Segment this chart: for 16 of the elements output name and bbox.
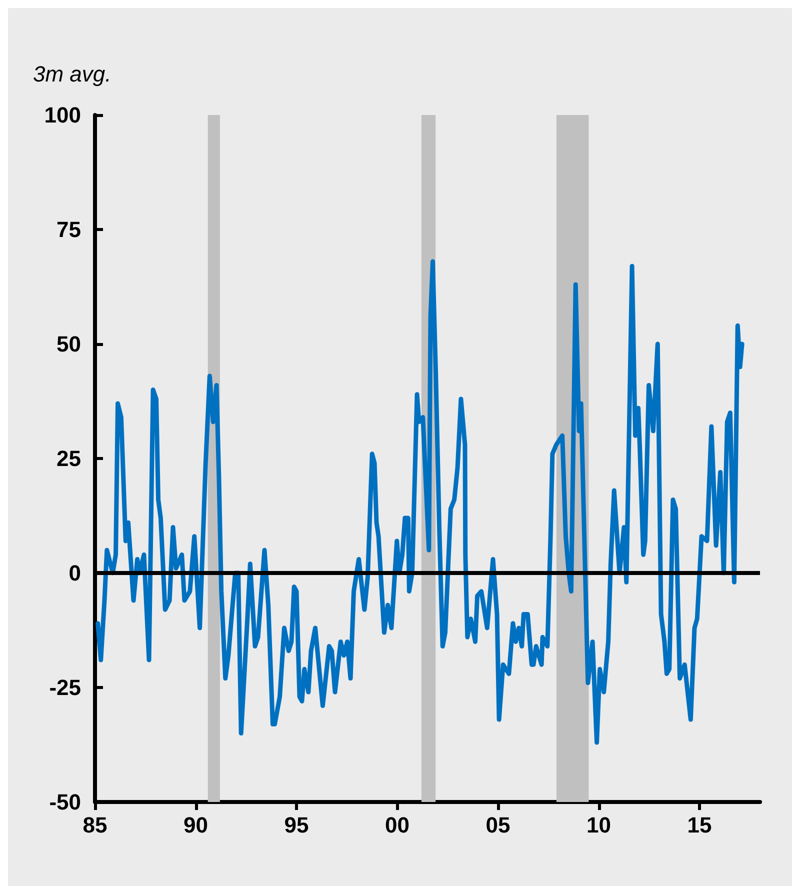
x-tick-label: 15: [687, 812, 712, 838]
y-tick-label: 100: [44, 102, 81, 128]
line-series: [96, 259, 744, 745]
y-tick-label: 75: [56, 217, 81, 242]
x-tick-label: 05: [486, 812, 510, 838]
y-axis-title: 3m avg.: [33, 62, 112, 86]
x-tick-label: 95: [284, 812, 309, 838]
x-tick-label: 85: [82, 812, 108, 838]
x-tick-label: 10: [586, 812, 612, 838]
y-tick-label: 50: [56, 332, 81, 356]
y-tick-label: 25: [56, 446, 81, 471]
y-tick-label: -50: [49, 790, 81, 814]
x-tick-label: 00: [385, 812, 410, 838]
x-tick-label: 90: [184, 812, 208, 838]
y-tick-label: -25: [49, 675, 81, 700]
y-tick-label: 0: [68, 560, 81, 586]
